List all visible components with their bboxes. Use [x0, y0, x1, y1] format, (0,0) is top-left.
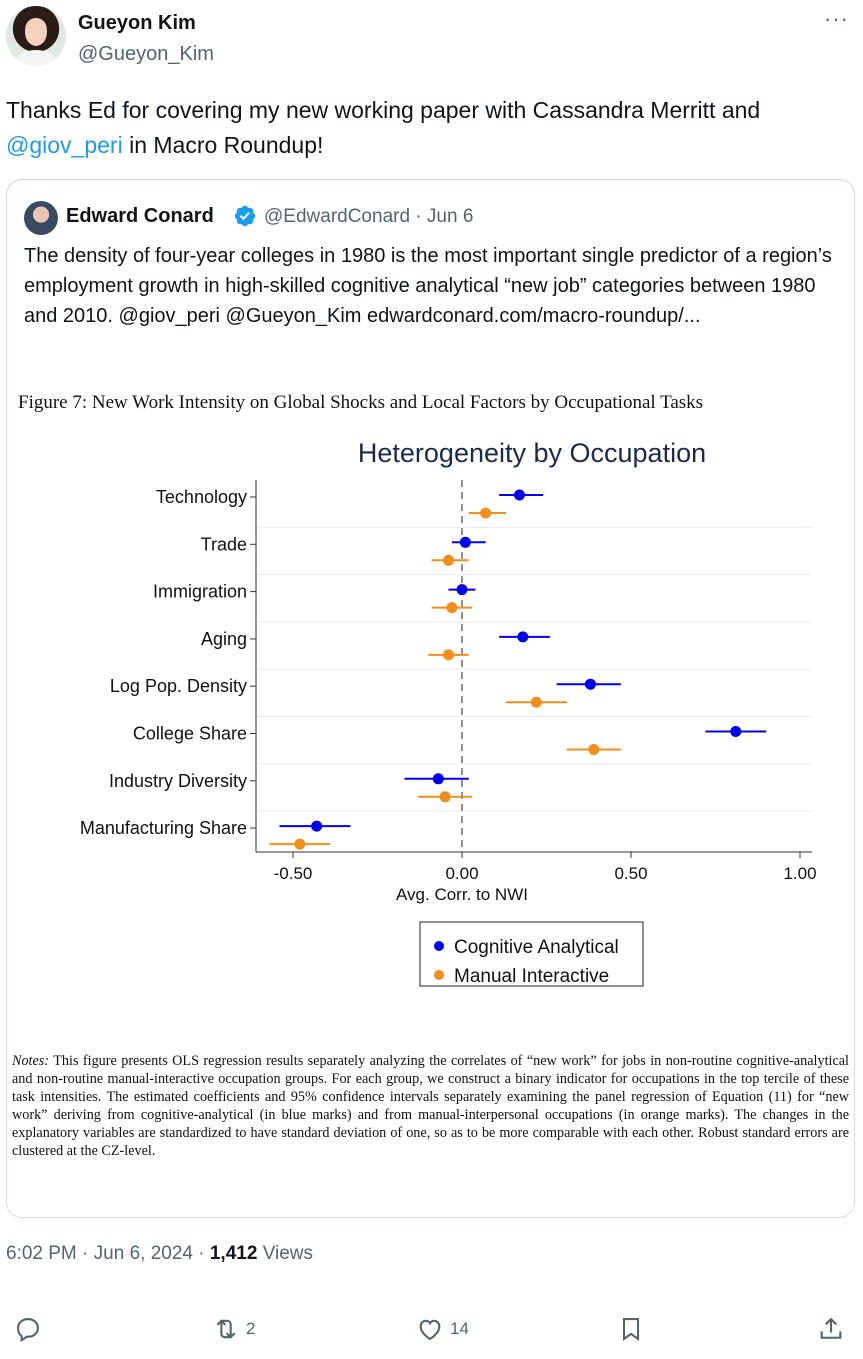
retweet-icon: [216, 1319, 236, 1339]
data-point: [517, 631, 529, 643]
tweet-text-part1: Thanks Ed for covering my new working pa…: [6, 97, 761, 123]
x-axis-label: Avg. Corr. to NWI: [396, 885, 528, 904]
quote-media-figure[interactable]: Figure 7: New Work Intensity on Global S…: [7, 378, 854, 1217]
data-point: [584, 678, 596, 690]
y-tick-label: Log Pop. Density: [110, 676, 247, 696]
tweet-header: Gueyon Kim @Gueyon_Kim ···: [0, 0, 863, 80]
quote-text: The density of four-year colleges in 198…: [24, 245, 832, 327]
time-separator: ·: [82, 1243, 89, 1264]
data-point: [456, 584, 468, 596]
data-point: [311, 820, 323, 832]
share-button[interactable]: [817, 1315, 845, 1343]
avatar-face: [25, 18, 47, 46]
author-handle[interactable]: @Gueyon_Kim: [78, 43, 214, 65]
legend-label: Cognitive Analytical: [454, 937, 619, 958]
data-point: [459, 536, 471, 548]
data-point: [442, 554, 454, 566]
data-point: [588, 744, 600, 755]
tweet-date[interactable]: Jun 6, 2024: [93, 1243, 193, 1264]
x-tick-label: 1.00: [783, 864, 816, 883]
notes-label: Notes:: [12, 1053, 50, 1069]
share-icon: [820, 1317, 842, 1339]
reply-icon: [17, 1318, 39, 1343]
quote-author-name[interactable]: Edward Conard: [66, 205, 214, 227]
bookmark-icon: [622, 1318, 640, 1341]
data-point: [730, 726, 742, 737]
y-tick-label: Manufacturing Share: [80, 818, 247, 838]
legend-label: Manual Interactive: [454, 966, 609, 987]
x-tick-label: -0.50: [274, 864, 313, 883]
y-tick-label: Immigration: [153, 582, 247, 602]
tweet-text-part2: in Macro Roundup!: [122, 132, 324, 158]
y-tick-label: Technology: [156, 487, 247, 507]
retweet-button[interactable]: 2: [212, 1315, 255, 1343]
figure-notes: Notes: This figure presents OLS regressi…: [12, 1052, 849, 1160]
quote-meta: @EdwardConard · Jun 6: [264, 206, 473, 228]
data-point: [294, 838, 306, 850]
legend-marker: [434, 970, 444, 980]
data-point: [530, 696, 542, 708]
views-separator: ·: [198, 1243, 205, 1264]
action-bar: 2 14: [0, 1305, 863, 1355]
quote-author-handle[interactable]: @EdwardConard: [264, 206, 411, 227]
author-name[interactable]: Gueyon Kim: [78, 12, 196, 34]
like-count: 14: [450, 1319, 469, 1338]
data-point: [480, 507, 492, 519]
data-point: [432, 773, 444, 785]
tweet-time[interactable]: 6:02 PM: [6, 1243, 77, 1264]
meta-separator: ·: [415, 206, 422, 227]
chart: Heterogeneity by Occupation -0.50 0.00 0.5…: [80, 438, 817, 987]
legend-marker: [434, 941, 444, 951]
avatar-shirt: [16, 50, 56, 66]
more-icon[interactable]: ···: [824, 6, 849, 31]
author-avatar[interactable]: [6, 6, 66, 66]
data-point: [442, 649, 454, 661]
views-label: Views: [262, 1243, 314, 1264]
quote-author-avatar[interactable]: [24, 201, 58, 235]
y-tick-label: Aging: [201, 629, 247, 649]
chart-title: Heterogeneity by Occupation: [358, 438, 706, 468]
reply-button[interactable]: [14, 1315, 42, 1343]
like-icon: [419, 1319, 441, 1341]
verified-badge-icon: [234, 205, 256, 227]
y-tick-label: College Share: [133, 724, 247, 744]
tweet-text: Thanks Ed for covering my new working pa…: [6, 93, 856, 163]
x-tick-label: 0.50: [614, 864, 647, 883]
legend-box: [419, 921, 644, 987]
data-point: [446, 602, 458, 614]
mention-link[interactable]: @giov_peri: [6, 132, 123, 158]
figure-caption: Figure 7: New Work Intensity on Global S…: [18, 392, 704, 413]
y-tick-label: Industry Diversity: [109, 771, 247, 791]
quote-date[interactable]: Jun 6: [426, 206, 474, 227]
like-button[interactable]: 14: [416, 1315, 469, 1343]
x-tick-label: 0.00: [445, 864, 478, 883]
retweet-count: 2: [246, 1319, 256, 1338]
bookmark-button[interactable]: [617, 1315, 645, 1343]
data-point: [513, 489, 525, 501]
quoted-tweet[interactable]: Edward Conard @EdwardConard · Jun 6 The …: [6, 179, 855, 1218]
y-tick-label: Trade: [201, 534, 247, 554]
views-count: 1,412: [209, 1243, 258, 1264]
notes-text: This figure presents OLS regression resu…: [12, 1053, 849, 1159]
data-point: [439, 791, 451, 803]
tweet-timestamp: 6:02 PM · Jun 6, 2024 · 1,412 Views: [6, 1243, 313, 1265]
